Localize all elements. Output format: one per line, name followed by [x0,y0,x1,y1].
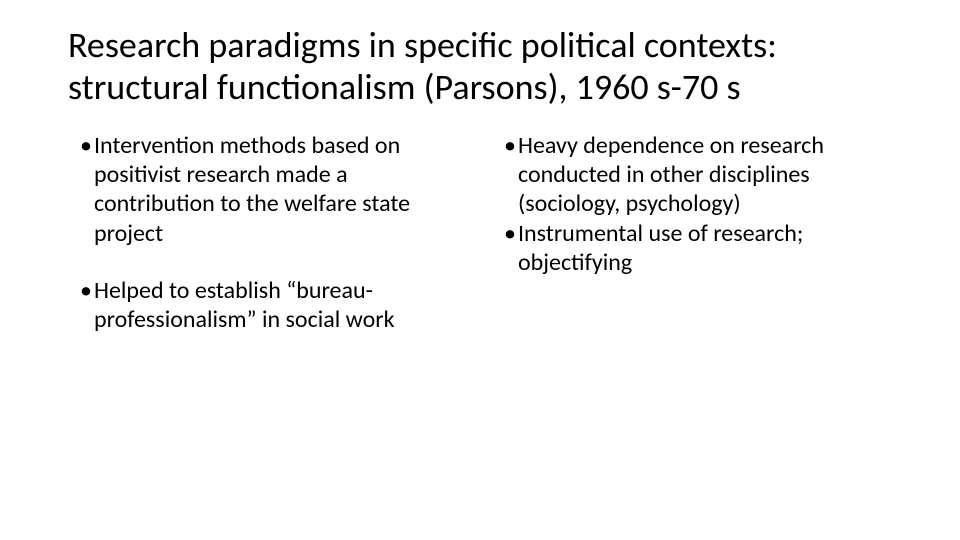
list-item: Heavy dependence on research conducted i… [492,131,892,219]
left-bullet-list: Intervention methods based on positivist… [68,131,468,335]
slide: Research paradigms in specific political… [0,0,960,540]
slide-title: Research paradigms in specific political… [68,24,892,109]
right-column: Heavy dependence on research conducted i… [492,131,892,363]
list-item: Instrumental use of research; objectifyi… [492,219,892,278]
content-columns: Intervention methods based on positivist… [68,131,892,363]
list-item: Intervention methods based on positivist… [68,131,468,248]
list-item: Helped to establish “bureau-professional… [68,276,468,335]
left-column: Intervention methods based on positivist… [68,131,468,363]
right-bullet-list: Heavy dependence on research conducted i… [492,131,892,277]
